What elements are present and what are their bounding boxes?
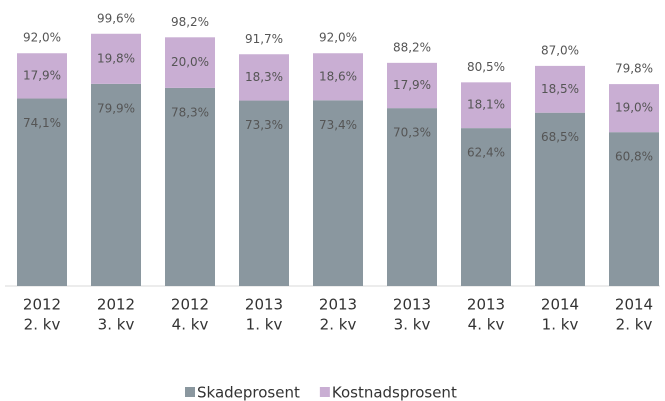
bar-segment <box>313 53 363 101</box>
total-label: 92,0% <box>319 31 357 45</box>
value-label: 18,6% <box>319 69 357 83</box>
bar-segment <box>609 84 659 133</box>
bar-segment <box>239 54 289 101</box>
x-tick-label: 2. kv <box>24 316 61 334</box>
value-label: 18,5% <box>541 82 579 96</box>
bar-segment <box>91 33 141 84</box>
bar-segment <box>461 128 511 286</box>
legend-label: Skadeprosent <box>197 384 300 401</box>
value-label: 18,1% <box>467 98 505 112</box>
x-tick-label: 3. kv <box>394 316 431 334</box>
bar-segment <box>165 37 215 88</box>
total-label: 79,8% <box>615 62 653 76</box>
bar-segment <box>165 87 215 286</box>
x-tick-label: 2012 <box>171 296 209 314</box>
bar-segment <box>17 53 67 99</box>
total-label: 92,0% <box>23 31 61 45</box>
x-tick-label: 2013 <box>467 296 505 314</box>
x-tick-label: 2013 <box>319 296 357 314</box>
value-label: 73,3% <box>245 118 283 132</box>
x-tick-label: 2014 <box>541 296 579 314</box>
bar-segment <box>91 83 141 286</box>
bar-segment <box>239 100 289 287</box>
total-label: 88,2% <box>393 40 431 54</box>
x-tick-label: 3. kv <box>98 316 135 334</box>
x-tick-label: 2014 <box>615 296 653 314</box>
x-tick-label: 4. kv <box>468 316 505 334</box>
total-label: 87,0% <box>541 43 579 57</box>
value-label: 74,1% <box>23 116 61 130</box>
bar-segment <box>387 62 437 109</box>
value-label: 79,9% <box>97 101 135 115</box>
x-tick-label: 1. kv <box>542 316 579 334</box>
x-tick-label: 4. kv <box>172 316 209 334</box>
bar-segment <box>535 112 585 286</box>
legend-swatch <box>185 387 195 397</box>
bar-segment <box>17 98 67 286</box>
total-label: 99,6% <box>97 11 135 25</box>
x-tick-label: 2. kv <box>616 316 653 334</box>
value-label: 17,9% <box>23 68 61 82</box>
value-label: 18,3% <box>245 70 283 84</box>
bar-segment <box>461 82 511 129</box>
x-tick-label: 2012 <box>23 296 61 314</box>
x-tick-label: 2. kv <box>320 316 357 334</box>
legend-label: Kostnadsprosent <box>332 384 457 401</box>
value-label: 73,4% <box>319 118 357 132</box>
value-label: 19,0% <box>615 101 653 115</box>
bar-segment <box>535 65 585 113</box>
total-label: 98,2% <box>171 15 209 29</box>
bar-segment <box>609 132 659 286</box>
bar-segment <box>387 108 437 287</box>
x-tick-label: 1. kv <box>246 316 283 334</box>
value-label: 20,0% <box>171 55 209 69</box>
bar-segment <box>313 100 363 286</box>
x-tick-label: 2013 <box>245 296 283 314</box>
legend-swatch <box>319 387 330 397</box>
value-label: 70,3% <box>393 126 431 140</box>
value-label: 68,5% <box>541 130 579 144</box>
x-tick-label: 2013 <box>393 296 431 314</box>
value-label: 60,8% <box>615 150 653 164</box>
x-tick-label: 2012 <box>97 296 135 314</box>
total-label: 80,5% <box>467 60 505 74</box>
value-label: 17,9% <box>393 78 431 92</box>
total-label: 91,7% <box>245 32 283 46</box>
value-label: 19,8% <box>97 51 135 65</box>
value-label: 78,3% <box>171 105 209 119</box>
value-label: 62,4% <box>467 146 505 160</box>
